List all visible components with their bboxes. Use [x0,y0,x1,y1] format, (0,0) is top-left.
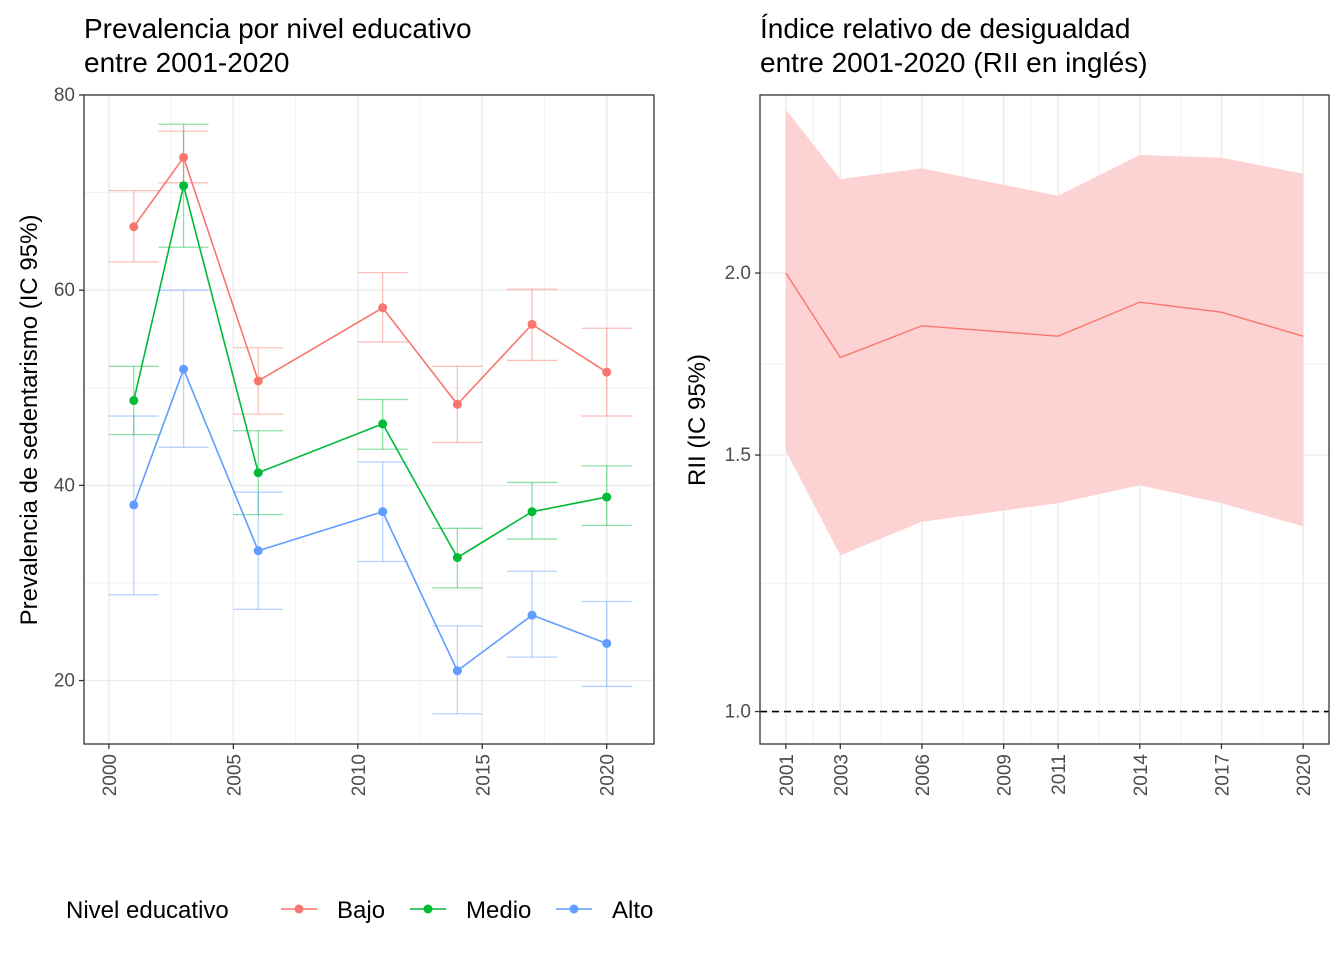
left-x-tick-label: 2020 [598,754,619,796]
left-y-tick-label: 40 [54,475,75,496]
data-point-medio [129,395,139,405]
data-point-medio [452,553,462,563]
data-point-bajo [602,367,612,377]
right-y-tick-label: 1.0 [725,702,751,723]
data-point-alto [378,507,388,517]
left-x-tick-label: 2010 [349,754,370,796]
left-chart-title-line-2: entre 2001-2020 [84,47,290,78]
series-line-medio [133,185,607,559]
left-plot-area: 20 40 60 80 2000 2005 2010 2015 2020 [54,85,655,796]
left-x-tick-label: 2000 [100,754,121,796]
left-y-axis-label: Prevalencia de sedentarismo (IC 95%) [16,215,43,626]
right-x-tick-label: 2020 [1294,754,1315,796]
data-point-bajo [452,399,462,409]
legend-key-point-alto [569,904,579,914]
right-panel: Índice relativo de desigualdad entre 200… [684,13,1330,797]
right-x-tick-label: 2009 [995,754,1016,796]
rii-line [785,272,1304,359]
legend-key-point-bajo [294,904,304,914]
right-y-tick-label: 1.5 [725,445,751,466]
left-panel: Prevalencia por nivel educativo entre 20… [16,13,655,796]
right-chart-title-line-2: entre 2001-2020 (RII en inglés) [760,47,1148,78]
left-y-tick-label: 80 [54,85,75,106]
data-point-medio [253,468,263,478]
left-x-tick-label: 2005 [224,754,245,796]
series-line-alto [133,367,607,673]
left-y-tick-label: 20 [54,671,75,692]
legend-label-bajo: Bajo [337,897,385,924]
right-x-tick-label: 2003 [831,754,852,796]
left-panel-border [83,94,655,745]
data-point-medio [378,419,388,429]
left-x-tick-label: 2015 [473,754,494,796]
right-x-tick-label: 2014 [1131,754,1152,797]
right-plot-area: 1.0 1.5 2.0 2001 2003 2006 2009 2011 2014 2017 202… [725,94,1330,797]
right-panel-border [759,94,1330,745]
right-x-tick-label: 2011 [1049,754,1070,795]
data-point-medio [527,507,537,517]
data-point-medio [179,181,189,191]
legend-key-point-medio [423,904,433,914]
legend: Nivel educativo Bajo Medio Alto [66,897,653,924]
data-point-alto [179,364,189,374]
rii-confidence-band [785,109,1304,556]
data-point-bajo [378,303,388,313]
data-point-alto [602,638,612,648]
data-point-alto [452,666,462,676]
right-x-tick-label: 2006 [913,754,934,796]
data-point-alto [253,546,263,556]
legend-title: Nivel educativo [66,897,229,924]
right-y-tick-label: 2.0 [725,263,751,284]
left-chart-title-line-1: Prevalencia por nivel educativo [84,13,472,44]
right-chart-title-line-1: Índice relativo de desigualdad [760,13,1130,44]
data-point-bajo [253,376,263,386]
data-point-bajo [129,222,139,232]
right-x-tick-label: 2017 [1212,754,1233,796]
data-point-alto [527,610,537,620]
data-point-bajo [179,152,189,162]
data-point-bajo [527,319,537,329]
data-point-medio [602,492,612,502]
left-y-tick-label: 60 [54,280,75,301]
legend-label-medio: Medio [466,897,531,924]
right-y-axis-label: RII (IC 95%) [684,354,711,486]
right-x-tick-label: 2001 [777,754,798,796]
legend-label-alto: Alto [612,897,653,924]
series-line-bajo [133,155,608,406]
data-point-alto [129,500,139,510]
